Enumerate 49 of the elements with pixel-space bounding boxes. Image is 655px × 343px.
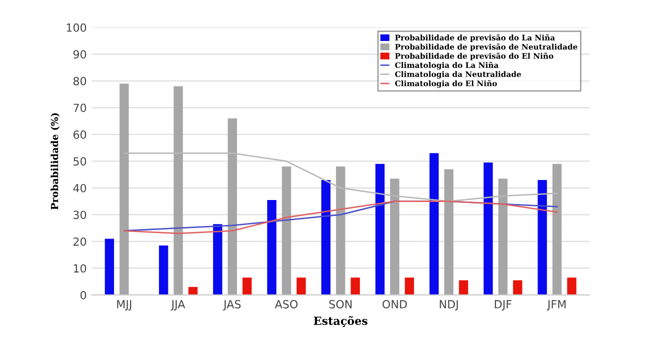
x-tick-label: DJF [494, 300, 512, 311]
bar [120, 84, 129, 295]
bar [458, 280, 468, 295]
y-tick-label: 100 [66, 23, 86, 32]
y-tick-label: 50 [74, 157, 86, 166]
bar [174, 86, 183, 295]
bar [296, 278, 306, 295]
bar [282, 166, 292, 295]
bar [430, 153, 439, 295]
y-tick-label: 20 [74, 237, 86, 246]
x-tick-label: JFM [546, 300, 566, 311]
bar [336, 166, 346, 295]
bar [390, 178, 400, 295]
bar [321, 180, 330, 295]
y-tick-label: 80 [73, 76, 86, 86]
bar [538, 180, 547, 295]
bar [104, 238, 114, 295]
y-tick-label: 0 [80, 290, 86, 300]
bar [158, 245, 168, 295]
y-tick-label: 90 [73, 50, 86, 59]
y-tick-label: 30 [74, 210, 86, 220]
bar [404, 278, 414, 295]
x-tick-label: NDJ [440, 300, 458, 311]
y-tick-label: 10 [74, 264, 86, 273]
x-tick-label: SON [329, 300, 352, 308]
y-tick-label: 60 [73, 130, 86, 139]
bar [188, 286, 198, 295]
x-tick-label: MJJ [117, 300, 132, 311]
x-tick-label: OND [382, 300, 407, 308]
bar [444, 169, 454, 295]
y-tick-label: 40 [73, 184, 86, 192]
bar [375, 164, 385, 295]
x-axis-title: Estações [314, 316, 368, 327]
bar [350, 278, 360, 295]
bar [513, 280, 522, 295]
y-tick-label: 70 [74, 104, 86, 112]
line-series [123, 152, 558, 202]
x-tick-label: JAS [222, 300, 241, 311]
bar [267, 200, 276, 295]
bar [567, 278, 576, 295]
bar [242, 278, 252, 295]
bar [213, 224, 222, 295]
bar [484, 162, 493, 295]
x-tick-label: JJA [170, 300, 186, 311]
y-axis-title: Probabilidade (%) [50, 113, 60, 210]
bar [498, 178, 508, 295]
bar [228, 118, 237, 295]
x-tick-label: ASO [274, 300, 298, 308]
bar [552, 164, 562, 295]
